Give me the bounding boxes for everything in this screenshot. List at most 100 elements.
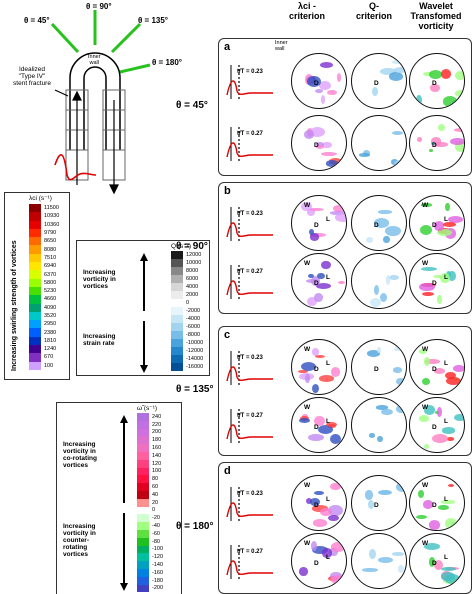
contour-blob xyxy=(445,371,456,379)
contour-blob xyxy=(428,148,434,153)
contour-blob xyxy=(365,490,373,500)
contour-blob xyxy=(438,504,450,511)
contour-blob xyxy=(332,204,345,213)
contour-blob xyxy=(419,415,429,422)
marker-d: D xyxy=(314,80,319,87)
time-label: t/T = 0.27 xyxy=(237,413,263,419)
colorbar-label: 10360 xyxy=(44,221,60,228)
colorbar-swatch xyxy=(29,204,41,213)
contour-blob xyxy=(317,273,325,280)
colorbar-row: -120 xyxy=(137,553,163,562)
colorbar-label: 10930 xyxy=(44,213,60,220)
wavelet-contour-plot: D W L xyxy=(409,339,465,395)
contour-blob xyxy=(298,369,308,374)
colorbar-row: -60 xyxy=(137,529,163,538)
colorbar-row: 240 xyxy=(137,413,163,421)
colorbar-swatch xyxy=(171,339,183,347)
colorbar-row: -14000 xyxy=(171,355,203,363)
flow-waveform xyxy=(226,65,273,99)
contour-blob xyxy=(301,202,312,212)
colorbar-swatch xyxy=(171,363,183,371)
contour-blob xyxy=(433,368,445,374)
contour-blob xyxy=(359,152,370,157)
contour-blob xyxy=(396,482,406,493)
contour-blob xyxy=(368,500,374,510)
contour-blob xyxy=(432,434,448,444)
colorbar-swatch xyxy=(29,328,41,337)
contour-blob xyxy=(319,507,332,516)
marker-w: W xyxy=(304,482,311,489)
waveform-container xyxy=(223,203,275,248)
colorbar-label: -8000 xyxy=(186,332,201,338)
contour-blob xyxy=(455,90,464,98)
colorbar-label: 0 xyxy=(152,507,156,514)
header-wavelet: Wavelet Transfomed vorticity xyxy=(410,1,462,31)
contour-blob xyxy=(309,228,314,235)
colorbar-swatch xyxy=(29,320,41,329)
colorbar-swatch xyxy=(29,245,41,254)
colorbar-swatch xyxy=(137,451,149,460)
lci-contour-plot: D xyxy=(291,53,347,109)
contour-blob xyxy=(437,295,442,304)
contour-blob xyxy=(416,515,428,520)
colorbar-label: 200 xyxy=(152,429,162,436)
contour-blob xyxy=(378,210,392,214)
omega-text-top: Increasing vorticity in co-rotating vort… xyxy=(63,441,97,469)
marker-l: L xyxy=(326,554,330,561)
time-label: t/T = 0.23 xyxy=(237,355,263,361)
contour-blob xyxy=(391,60,402,64)
time-label: t/T = 0.27 xyxy=(237,131,263,137)
colorbar-row: -16000 xyxy=(171,363,203,371)
lci-legend-side-label: Increasing swirling strength of vortices xyxy=(11,240,18,371)
flow-waveform xyxy=(226,207,273,241)
contour-blob xyxy=(455,70,464,81)
colorbar-label: 2380 xyxy=(44,329,57,336)
flow-waveform xyxy=(226,127,273,161)
contour-blob xyxy=(422,500,434,509)
colorbar-row: 4090 xyxy=(29,303,59,312)
colorbar-row: 10000 xyxy=(171,259,203,267)
contour-blob xyxy=(421,377,430,385)
colorbar-row: 60 xyxy=(137,483,163,491)
contour-blob xyxy=(424,543,440,550)
colorbar-label: 6940 xyxy=(44,263,57,270)
colorbar-swatch xyxy=(137,475,149,484)
contour-blob xyxy=(453,413,464,422)
contour-blob xyxy=(416,94,422,106)
colorbar-swatch xyxy=(171,347,183,355)
time-label: t/T = 0.27 xyxy=(237,549,263,555)
lci-contour-plot: D W L xyxy=(291,475,347,531)
marker-d: D xyxy=(432,80,437,87)
contour-blob xyxy=(431,141,436,146)
colorbar-label: -40 xyxy=(152,523,160,530)
colorbar-label: 3520 xyxy=(44,313,57,319)
colorbar-swatch xyxy=(137,553,149,562)
contour-blob xyxy=(421,203,433,207)
contour-blob xyxy=(303,129,315,139)
colorbar-swatch xyxy=(137,545,149,554)
omega-text-bottom: Increasing vorticity in counter- rotatin… xyxy=(63,523,96,558)
contour-blob xyxy=(313,490,324,495)
colorbar-row: 180 xyxy=(137,436,163,445)
marker-d: D xyxy=(374,502,379,509)
colorbar-label: 4090 xyxy=(44,304,57,311)
colorbar-row: 6940 xyxy=(29,262,59,271)
colorbar-label: -60 xyxy=(152,530,160,537)
contour-blob xyxy=(434,142,448,147)
marker-d: D xyxy=(314,424,319,431)
colorbar-label: 7510 xyxy=(44,254,57,261)
contour-blob xyxy=(375,405,389,410)
contour-blob xyxy=(422,292,434,297)
contour-blob xyxy=(429,557,436,567)
colorbar-swatch xyxy=(137,490,149,499)
colorbar-swatch xyxy=(137,467,149,476)
colorbar-swatch xyxy=(171,251,183,259)
contour-blob xyxy=(321,152,337,157)
header-q: Q- criterion xyxy=(355,1,392,21)
colorbar-row: 2380 xyxy=(29,328,59,337)
colorbar-swatch xyxy=(137,506,149,515)
colorbar-row: -200 xyxy=(137,584,163,593)
colorbar-row: 10930 xyxy=(29,212,60,221)
contour-blob xyxy=(309,233,320,241)
